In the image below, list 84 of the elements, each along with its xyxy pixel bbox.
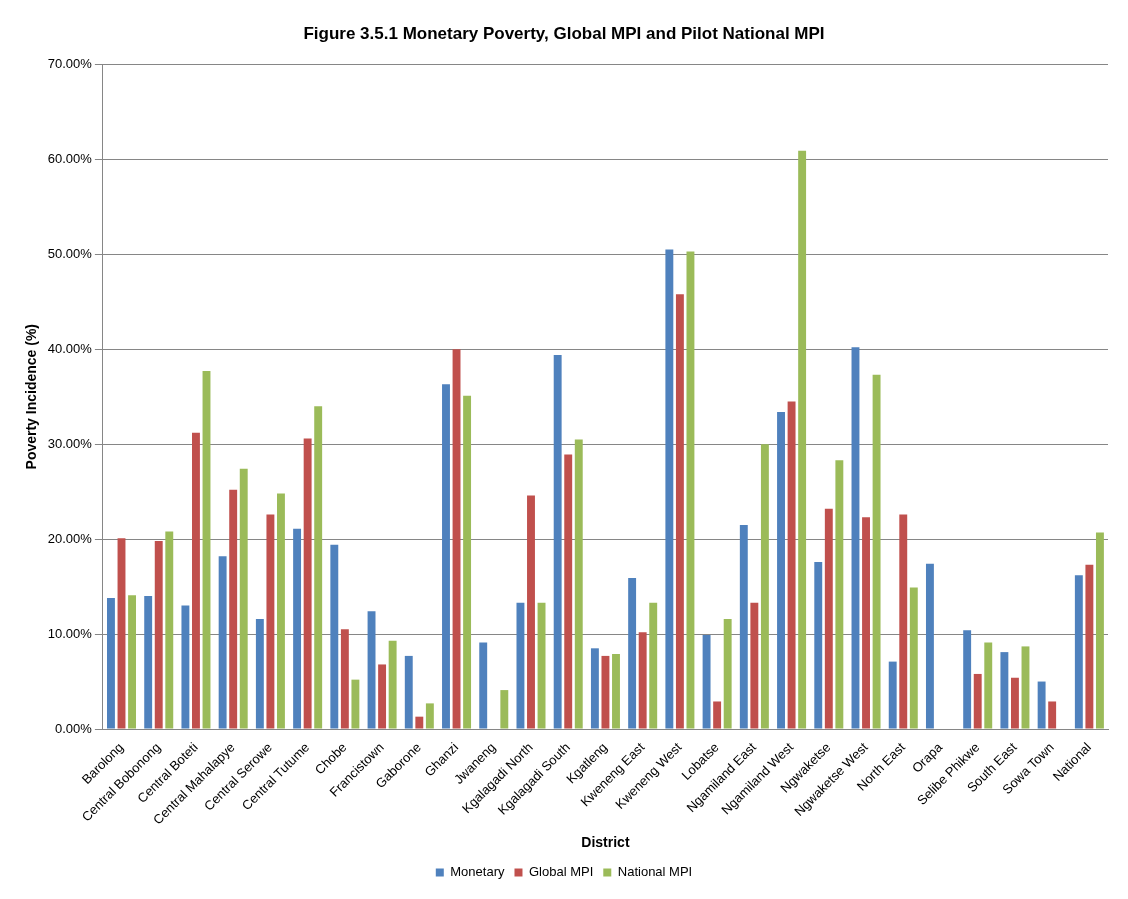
bar	[144, 596, 153, 729]
bar	[479, 642, 488, 729]
bar	[1085, 564, 1094, 729]
bar	[330, 544, 339, 729]
bar	[218, 556, 227, 729]
bar	[835, 460, 844, 729]
bar	[574, 439, 583, 729]
bar	[909, 587, 918, 729]
bar	[239, 468, 248, 729]
bar	[777, 411, 785, 729]
bar	[1037, 681, 1046, 729]
bar	[154, 541, 163, 729]
bar	[872, 374, 881, 729]
bar	[984, 642, 993, 729]
y-tick-label: 40.00%	[47, 340, 93, 356]
bar	[388, 640, 397, 729]
bar	[925, 563, 934, 729]
bar	[713, 701, 722, 729]
bar	[973, 673, 982, 729]
bar	[750, 602, 759, 729]
bar	[963, 630, 972, 729]
bar	[351, 679, 360, 729]
bar	[787, 401, 796, 729]
bar	[702, 635, 711, 729]
bar	[649, 602, 658, 729]
bar	[277, 493, 285, 729]
x-axis-title: District	[581, 834, 630, 851]
bar	[378, 664, 387, 729]
bar	[798, 150, 807, 729]
y-tick-label: 60.00%	[47, 150, 93, 166]
bar	[165, 531, 174, 729]
bar	[862, 517, 870, 729]
y-axis-title: Poverty Incidence (%)	[23, 323, 40, 470]
bar	[293, 528, 302, 729]
bar	[760, 444, 769, 729]
bar	[314, 406, 323, 729]
bar	[1095, 532, 1104, 729]
legend-label: Monetary	[450, 864, 505, 880]
y-tick-label: 70.00%	[47, 55, 93, 71]
bar	[107, 597, 115, 729]
bar	[303, 438, 312, 729]
bar	[686, 251, 695, 729]
bar	[601, 655, 610, 729]
bar	[1048, 701, 1057, 729]
bar	[888, 661, 897, 729]
bar	[463, 395, 472, 729]
bar	[229, 489, 238, 729]
bar	[404, 655, 413, 729]
bar	[814, 561, 823, 729]
bar	[128, 595, 137, 729]
bar	[723, 618, 732, 729]
bar	[739, 524, 748, 729]
bar	[266, 514, 275, 729]
bar	[612, 654, 620, 729]
bar	[255, 618, 264, 729]
bar	[628, 578, 637, 729]
bar	[340, 629, 349, 729]
y-tick-label: 50.00%	[47, 245, 93, 261]
bar	[425, 703, 434, 729]
bar	[1074, 575, 1083, 729]
bar	[665, 249, 674, 729]
bar	[516, 602, 525, 729]
bar	[590, 648, 599, 729]
bar	[192, 432, 200, 729]
bar	[638, 632, 647, 729]
legend-label: National MPI	[617, 864, 693, 880]
y-tick-label: 10.00%	[47, 625, 93, 641]
bar	[500, 690, 509, 729]
bar	[675, 294, 684, 729]
bar	[553, 354, 562, 729]
bar	[899, 514, 908, 729]
chart-title: Figure 3.5.1 Monetary Poverty, Global MPI and Pilot National MPI	[303, 23, 825, 43]
y-tick-label: 0.00%	[55, 720, 93, 736]
bar	[1010, 677, 1019, 729]
legend-label: Global MPI	[528, 864, 594, 880]
bar	[415, 716, 424, 729]
y-tick-label: 30.00%	[47, 435, 93, 451]
y-tick-label: 20.00%	[47, 530, 93, 546]
bar	[824, 508, 833, 729]
bar	[1000, 652, 1009, 729]
bar	[442, 384, 450, 729]
bar	[181, 605, 190, 729]
bar	[527, 495, 535, 729]
bar	[564, 454, 573, 729]
